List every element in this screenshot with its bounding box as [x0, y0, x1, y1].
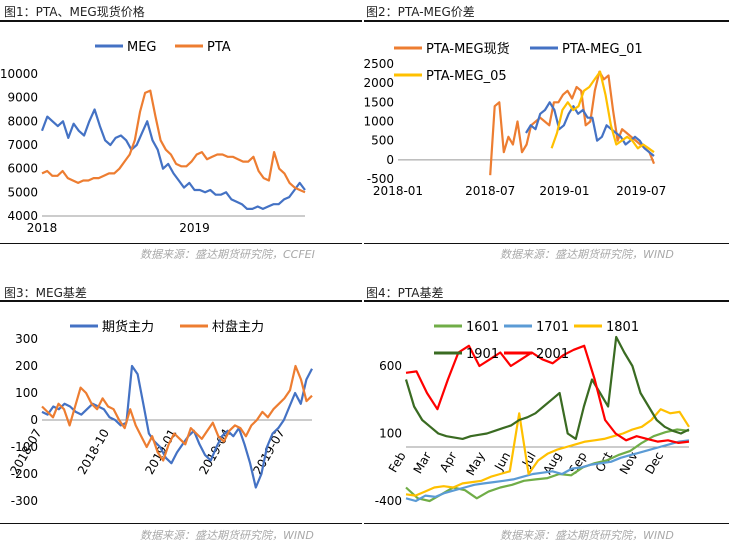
y-tick-label: 2500: [363, 57, 394, 71]
y-tick-label: -100: [11, 440, 38, 454]
x-tick-label: Jul: [519, 450, 539, 470]
y-tick-label: 10000: [0, 67, 38, 81]
legend-label: 1601: [466, 320, 499, 335]
y-tick-label: 600: [379, 359, 402, 373]
legend-label: PTA-MEG现货: [426, 41, 510, 57]
series-line-0: [40, 108, 306, 210]
source-2: 数据来源：盛达期货研究院，WIND: [500, 248, 674, 261]
y-tick-label: 0: [386, 153, 394, 167]
bottom-rule-3: [0, 523, 362, 524]
x-tick-label: 2018-01: [373, 184, 423, 198]
source-1: 数据来源：盛达期货研究院，CCFEI: [140, 248, 315, 261]
y-tick-label: 5000: [7, 185, 38, 199]
x-tick-label: 2018-10: [75, 427, 112, 477]
title-rule-1: [0, 20, 362, 22]
y-tick-label: -500: [367, 172, 394, 186]
panel-title-4: 图4：PTA基差: [366, 286, 444, 300]
legend-label: PTA-MEG_05: [426, 69, 507, 84]
legend-label: 2001: [536, 347, 569, 362]
y-tick-label: 100: [15, 386, 38, 400]
title-rule-4: [364, 300, 729, 302]
title-rule-3: [0, 300, 362, 302]
title-rule-2: [364, 20, 729, 22]
legend-label: PTA-MEG_01: [562, 42, 643, 57]
source-3: 数据来源：盛达期货研究院，WIND: [140, 529, 314, 542]
series-line-1: [41, 89, 306, 194]
series-line-2: [550, 70, 655, 154]
y-tick-label: 300: [15, 332, 38, 346]
legend-label: 期货主力: [102, 319, 154, 335]
y-tick-label: 8000: [7, 114, 38, 128]
legend-label: 1801: [606, 320, 639, 335]
panel-title-1: 图1：PTA、MEG现货价格: [4, 5, 145, 19]
x-tick-label: 2018-07: [465, 184, 515, 198]
y-tick-label: -400: [375, 494, 402, 508]
y-tick-label: 200: [15, 359, 38, 373]
series-line-4: [405, 344, 690, 444]
x-tick-label: Feb: [386, 450, 409, 475]
legend-label: PTA: [207, 40, 231, 55]
x-tick-label: Sep: [566, 450, 589, 477]
series-line-1: [41, 364, 313, 462]
x-tick-label: Mar: [411, 449, 434, 476]
series-line-0: [489, 70, 656, 176]
y-tick-label: 1500: [363, 95, 394, 109]
y-tick-label: 6000: [7, 162, 38, 176]
chart-pta-meg-price: 4000 5000 6000 7000 8000 9000 10000 2018 2019 MEG…: [0, 40, 306, 235]
series-line-0: [41, 364, 313, 489]
legend-label: 1901: [466, 347, 499, 362]
bottom-rule-4: [364, 523, 729, 524]
x-tick-label: May: [463, 450, 488, 478]
bottom-rule-1: [0, 243, 362, 244]
legend-label: 村盘主力: [212, 319, 264, 335]
y-tick-label: 100: [379, 427, 402, 441]
bottom-rule-2: [364, 243, 729, 244]
x-tick-label: Apr: [437, 449, 460, 474]
source-4: 数据来源：盛达期货研究院，WIND: [500, 529, 674, 542]
legend-label: 1701: [536, 320, 569, 335]
x-tick-label: 2019-07: [616, 184, 666, 198]
x-tick-label: 2019-07: [250, 427, 287, 477]
y-tick-label: 9000: [7, 91, 38, 105]
y-tick-label: 4000: [7, 209, 38, 223]
legend-label: MEG: [127, 40, 157, 55]
series-line-1: [525, 101, 655, 157]
y-tick-label: 0: [30, 413, 38, 427]
x-tick-label: 2018: [27, 221, 58, 235]
x-tick-label: Dec: [642, 450, 666, 477]
y-tick-label: -300: [11, 494, 38, 508]
y-tick-label: -200: [11, 467, 38, 481]
panel-title-3: 图3：MEG基差: [4, 286, 87, 300]
series-line-2: [405, 408, 690, 497]
x-tick-label: 2019-01: [539, 184, 589, 198]
panel-title-2: 图2：PTA-MEG价差: [366, 5, 475, 19]
series-line-3: [404, 335, 690, 440]
y-tick-label: 1000: [363, 115, 394, 129]
y-tick-label: 7000: [7, 138, 38, 152]
x-tick-label: 2019: [179, 221, 210, 235]
y-tick-label: 2000: [363, 76, 394, 90]
y-tick-label: 500: [371, 134, 394, 148]
chart-pta-meg-spread: -500 0 500 1000 1500 2000 2500 2018-01 2018-07 20…: [363, 41, 666, 198]
series-line-1: [405, 439, 690, 503]
